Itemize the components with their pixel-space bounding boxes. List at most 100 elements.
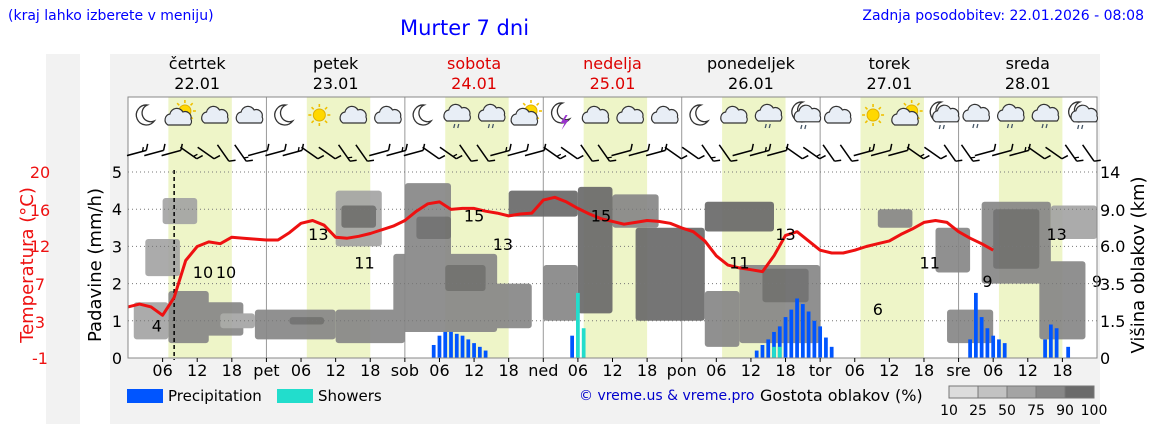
wind-barb bbox=[767, 143, 789, 157]
wind-barb bbox=[318, 146, 342, 160]
cloud-block bbox=[1039, 261, 1086, 340]
wind-barb-shaft bbox=[785, 146, 803, 160]
wind-barb-shaft bbox=[247, 149, 268, 157]
wind-barb-flag bbox=[505, 146, 508, 152]
cloud-density-swatch bbox=[1064, 385, 1095, 399]
wind-barb-shaft bbox=[991, 149, 1012, 157]
cloud-density-swatch bbox=[1006, 385, 1037, 399]
showers-legend-swatch bbox=[277, 389, 313, 403]
credit-link[interactable]: © vreme.us & vreme.pro bbox=[579, 388, 755, 404]
cloud-block bbox=[254, 309, 336, 340]
x-tick-label: 18 bbox=[637, 361, 657, 380]
cloud-density-step-label: 10 bbox=[940, 403, 958, 419]
wind-barb bbox=[1027, 146, 1051, 160]
cloud-density-step-label: 25 bbox=[969, 403, 987, 419]
cloud-shape bbox=[235, 105, 264, 124]
day-date: 28.01 bbox=[1005, 74, 1051, 93]
rain-drop bbox=[764, 123, 767, 129]
wind-barb-flag bbox=[266, 143, 270, 151]
wind-barb bbox=[337, 144, 357, 162]
wind-barb bbox=[785, 146, 809, 160]
x-tick-label: 12 bbox=[464, 361, 484, 380]
wind-barb-flag bbox=[488, 159, 496, 162]
cloud-height-axis-tick: 14 bbox=[1100, 163, 1120, 182]
wind-barb-flag bbox=[367, 159, 375, 162]
rain-drop bbox=[938, 124, 941, 130]
sun-ray bbox=[878, 120, 882, 124]
wind-barb bbox=[628, 143, 651, 157]
temperature-value-label: 13 bbox=[1046, 225, 1066, 244]
temperature-value-label: 13 bbox=[775, 225, 795, 244]
wind-barb-shaft bbox=[1081, 144, 1095, 162]
temperature-axis-label: Temperatura (°C) bbox=[17, 187, 38, 344]
wind-barb-shaft bbox=[301, 146, 319, 160]
precipitation-bar bbox=[806, 311, 811, 358]
cloud-block bbox=[162, 198, 198, 225]
wind-barb-flag bbox=[1093, 159, 1101, 162]
wind-barb-flag bbox=[243, 156, 249, 159]
precipitation-bar bbox=[772, 331, 776, 358]
wind-barb-flag bbox=[834, 159, 842, 162]
wind-barb bbox=[974, 143, 997, 157]
temperature-value-label: 15 bbox=[591, 206, 611, 225]
precipitation-bar bbox=[968, 339, 972, 358]
sun-icon bbox=[862, 104, 885, 126]
x-tick-label: 18 bbox=[498, 361, 518, 380]
wind-barb-flag bbox=[1076, 159, 1084, 162]
cloud-height-axis-tick: 0 bbox=[1100, 349, 1110, 368]
wind-barb-shaft bbox=[1045, 146, 1063, 160]
wind-barb-shaft bbox=[318, 146, 336, 160]
wind-barb-flag bbox=[1010, 143, 1014, 151]
wind-barb bbox=[179, 146, 204, 160]
wind-barb-flag bbox=[301, 143, 305, 151]
precip-axis-tick: 3 bbox=[112, 237, 122, 256]
wind-barb bbox=[197, 146, 221, 160]
wind-barb-flag bbox=[819, 154, 826, 160]
wind-barb bbox=[1064, 144, 1084, 162]
wind-barb-flag bbox=[785, 143, 789, 151]
rain-cloud-icon bbox=[1031, 103, 1060, 129]
wind-barb bbox=[247, 143, 270, 157]
day-name: petek bbox=[313, 54, 359, 73]
wind-barb-flag bbox=[228, 159, 236, 162]
cloud-block bbox=[341, 205, 377, 228]
temperature-value-label: 15 bbox=[464, 206, 484, 225]
wind-barb bbox=[355, 144, 375, 162]
precipitation-bar bbox=[483, 350, 488, 358]
cloud-shape bbox=[443, 103, 471, 122]
precipitation-bar bbox=[783, 317, 788, 358]
sun-cloud-icon bbox=[164, 100, 196, 126]
cloud-shape bbox=[477, 103, 506, 122]
sun-ray bbox=[903, 102, 907, 106]
last-update: Zadnja posodobitev: 22.01.2026 - 08:08 bbox=[862, 8, 1144, 24]
sun-disc bbox=[312, 108, 326, 122]
cloud-shape bbox=[616, 105, 644, 124]
wind-barb-shaft bbox=[459, 144, 472, 162]
rain-cloud-icon bbox=[477, 103, 506, 129]
wind-barb bbox=[144, 143, 166, 157]
precipitation-bar bbox=[818, 326, 823, 358]
cloud-height-axis-tick: 9.0 bbox=[1100, 201, 1125, 220]
sun-ray bbox=[324, 120, 328, 124]
cloud-shape bbox=[824, 105, 852, 124]
precipitation-bar bbox=[460, 335, 465, 358]
wind-barb bbox=[888, 143, 910, 157]
wind-barb-flag bbox=[193, 153, 198, 158]
temperature-axis-tick: 12 bbox=[30, 237, 50, 256]
showers-bar bbox=[581, 328, 586, 358]
wind-barb-shaft bbox=[767, 149, 787, 157]
temperature-value-label: 11 bbox=[920, 254, 940, 273]
precip-axis-tick: 1 bbox=[112, 312, 122, 331]
x-tick-label: 06 bbox=[983, 361, 1003, 380]
wind-barb-shaft bbox=[355, 144, 368, 162]
sun-ray bbox=[878, 106, 882, 110]
wind-barb-flag bbox=[387, 143, 391, 151]
wind-barb-flag bbox=[180, 143, 183, 151]
day-name: ponedeljek bbox=[707, 54, 796, 73]
precipitation-bar bbox=[974, 292, 978, 358]
wind-barb-flag bbox=[919, 153, 925, 158]
wind-barb-shaft bbox=[611, 149, 632, 157]
cloud-block bbox=[635, 227, 705, 321]
wind-barb-flag bbox=[664, 143, 668, 151]
wind-barb-flag bbox=[1061, 154, 1069, 160]
